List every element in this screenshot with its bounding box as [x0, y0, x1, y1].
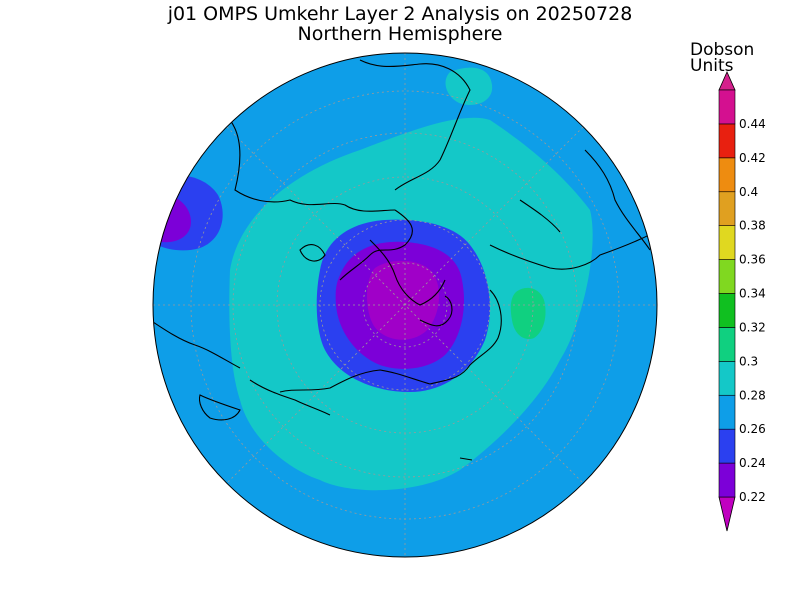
colorbar-tick-label: 0.24: [739, 456, 766, 470]
colorbar-tick-label: 0.3: [739, 354, 758, 368]
colorbar-swatch: [718, 89, 736, 125]
colorbar-swatch: [718, 259, 736, 294]
field-ring-top-lobe: [445, 67, 493, 106]
colorbar-swatch: [718, 428, 736, 464]
colorbar-tick-label: 0.44: [739, 117, 766, 131]
field-high-0.30: [510, 287, 546, 340]
ozone-field: [153, 53, 657, 557]
colorbar-swatch: [718, 293, 736, 328]
map-disk-border: [152, 52, 658, 558]
colorbar-swatch: [718, 361, 736, 396]
colorbar-swatch: [718, 191, 736, 226]
colorbar-swatch: [718, 123, 736, 159]
map-title: j01 OMPS Umkehr Layer 2 Analysis on 2025…: [167, 3, 633, 25]
colorbar-swatch: [718, 157, 736, 193]
colorbar-tick-label: 0.28: [739, 388, 766, 402]
coastlines: [153, 59, 656, 461]
colorbar-max-arrow: [718, 71, 736, 91]
colorbar-swatch: [718, 327, 736, 362]
colorbar-tick-label: 0.4: [739, 185, 758, 199]
map-subtitle: Northern Hemisphere: [297, 23, 503, 45]
colorbar-min-arrow: [718, 496, 736, 532]
colorbar-tick-label: 0.34: [739, 287, 766, 301]
colorbar-units: Dobson Units: [690, 40, 755, 76]
colorbar-swatch: [718, 225, 736, 260]
lat-lon-grid: [153, 53, 657, 557]
colorbar-tick-label: 0.38: [739, 219, 766, 233]
colorbar-tick-label: 0.36: [739, 253, 766, 267]
colorbar-tick-label: 0.42: [739, 151, 766, 165]
colorbar-swatch: [718, 394, 736, 430]
colorbar-units-line1: Dobson: [690, 40, 755, 60]
colorbar-tick-label: 0.22: [739, 490, 766, 504]
colorbar-swatch: [718, 462, 736, 498]
colorbar-tick-label: 0.32: [739, 320, 766, 334]
colorbar-units-line2: Units: [690, 56, 734, 76]
colorbar-tick-label: 0.26: [739, 422, 766, 436]
